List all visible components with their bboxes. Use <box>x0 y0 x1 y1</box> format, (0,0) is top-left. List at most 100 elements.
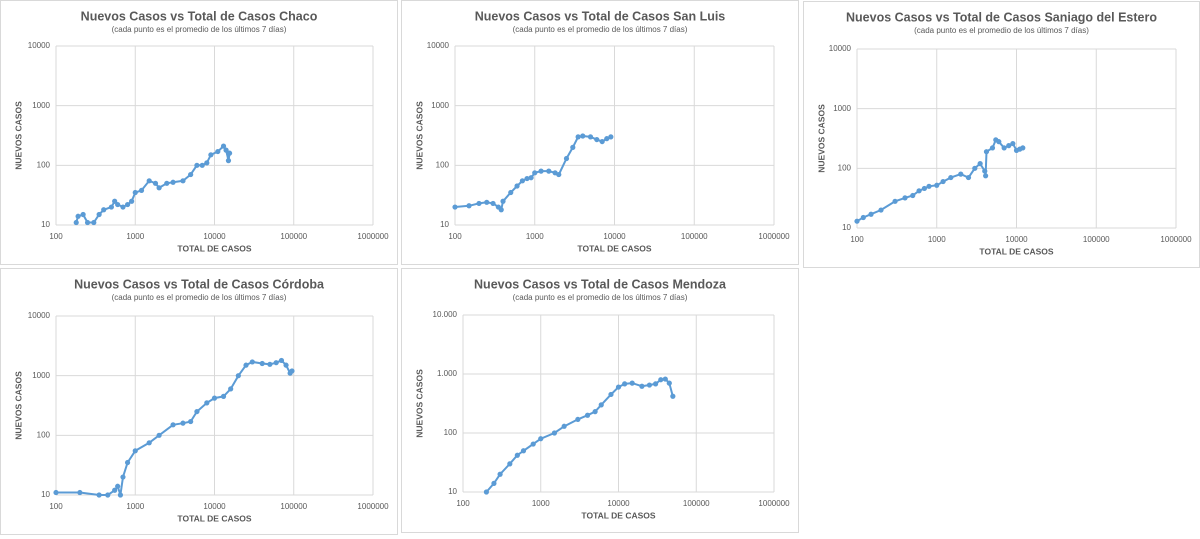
data-point <box>940 178 946 185</box>
x-tick-label: 100 <box>448 232 462 241</box>
y-tick-label: 10000 <box>829 44 852 53</box>
x-tick-label: 100 <box>456 499 470 508</box>
y-tick-label: 1.000 <box>437 369 458 378</box>
data-point <box>556 171 562 178</box>
data-point <box>584 412 591 418</box>
data-point <box>561 423 567 429</box>
data-point <box>563 155 570 162</box>
data-point <box>77 489 83 496</box>
data-point <box>934 182 940 188</box>
data-point <box>199 162 205 168</box>
y-tick-label: 100 <box>37 160 51 169</box>
x-tick-label: 100 <box>49 232 63 241</box>
x-tick-label: 100 <box>850 235 864 244</box>
data-point <box>580 133 586 139</box>
data-point <box>108 204 114 210</box>
data-point <box>592 409 598 415</box>
x-tick-label: 100000 <box>280 502 307 511</box>
data-point <box>652 381 659 387</box>
data-point <box>507 461 513 467</box>
chart-subtitle: (cada punto es el promedio de los último… <box>914 26 1089 35</box>
data-point <box>666 380 672 386</box>
x-tick-label: 1000 <box>126 232 144 241</box>
data-point <box>538 436 544 442</box>
series-line <box>75 144 231 224</box>
data-point <box>854 218 860 224</box>
data-point <box>73 219 79 226</box>
x-tick-label: 1000 <box>532 499 550 508</box>
data-point <box>958 171 964 177</box>
data-point <box>1010 140 1016 147</box>
data-point <box>594 136 600 143</box>
series-line <box>56 359 293 496</box>
data-point <box>466 203 472 209</box>
data-point <box>170 179 176 185</box>
data-point <box>575 416 581 423</box>
data-point <box>53 489 59 496</box>
data-point <box>498 207 504 213</box>
data-point <box>120 474 126 480</box>
chart-panel: Nuevos Casos vs Total de Casos Mendoza (c… <box>401 268 799 533</box>
chart-title: Nuevos Casos vs Total de Casos Córdoba <box>74 277 325 291</box>
data-point <box>226 150 233 156</box>
data-point <box>490 200 496 207</box>
data-point <box>208 152 214 158</box>
x-tick-label: 1000 <box>526 232 544 241</box>
chart: Nuevos Casos vs Total de Casos Mendoza (c… <box>414 277 790 520</box>
data-point <box>156 185 162 191</box>
data-point <box>211 395 218 401</box>
data-point <box>977 161 983 167</box>
chart-panel: Nuevos Casos vs Total de Casos Saniago d… <box>803 1 1200 268</box>
x-tick-label: 1000000 <box>357 502 389 511</box>
data-point <box>188 418 194 425</box>
data-point <box>662 376 668 382</box>
data-point <box>500 198 506 204</box>
data-point <box>452 204 458 210</box>
chart: Nuevos Casos vs Total de Casos Córdoba (c… <box>13 277 389 523</box>
data-point <box>101 207 107 213</box>
y-tick-label: 10 <box>842 223 851 232</box>
x-tick-label: 1000000 <box>357 232 389 241</box>
chart-title: Nuevos Casos vs Total de Casos Chaco <box>81 9 318 23</box>
x-tick-label: 100000 <box>681 232 708 241</box>
x-tick-label: 10000 <box>1005 235 1028 244</box>
data-point <box>115 483 121 489</box>
data-point <box>528 175 534 181</box>
data-point <box>483 489 490 495</box>
data-point <box>1001 145 1007 151</box>
x-tick-label: 1000 <box>126 502 144 511</box>
data-point <box>194 408 200 415</box>
data-point <box>658 377 664 383</box>
data-point <box>194 162 200 168</box>
data-point <box>132 448 138 454</box>
data-point <box>215 148 221 155</box>
chart-panel: Nuevos Casos vs Total de Casos Chaco (cad… <box>0 0 398 265</box>
data-point <box>180 420 186 426</box>
y-tick-label: 10000 <box>28 311 51 320</box>
x-tick-label: 1000000 <box>758 499 790 508</box>
data-point <box>646 382 653 388</box>
y-axis-label: NUEVOS CASOS <box>414 369 424 438</box>
y-tick-label: 100 <box>37 430 51 439</box>
data-point <box>615 384 622 390</box>
data-point <box>112 487 118 493</box>
chart-title: Nuevos Casos vs Total de Casos Mendoza <box>474 277 727 291</box>
data-point <box>132 189 138 196</box>
chart-panel: Nuevos Casos vs Total de Casos San Luis (… <box>401 0 799 265</box>
y-tick-label: 10 <box>440 220 449 229</box>
data-point <box>91 219 97 226</box>
data-point <box>223 147 229 153</box>
data-point <box>112 198 118 204</box>
data-point <box>570 144 576 150</box>
chart-subtitle: (cada punto es el promedio de los último… <box>112 25 287 34</box>
data-point <box>508 189 514 196</box>
data-point <box>146 178 152 184</box>
y-tick-label: 10000 <box>427 41 450 50</box>
x-axis-label: TOTAL DE CASOS <box>177 243 251 253</box>
y-tick-label: 100 <box>436 160 450 169</box>
data-point <box>84 219 91 226</box>
x-tick-label: 10000 <box>203 232 226 241</box>
data-point <box>129 198 135 204</box>
data-point <box>902 195 908 201</box>
